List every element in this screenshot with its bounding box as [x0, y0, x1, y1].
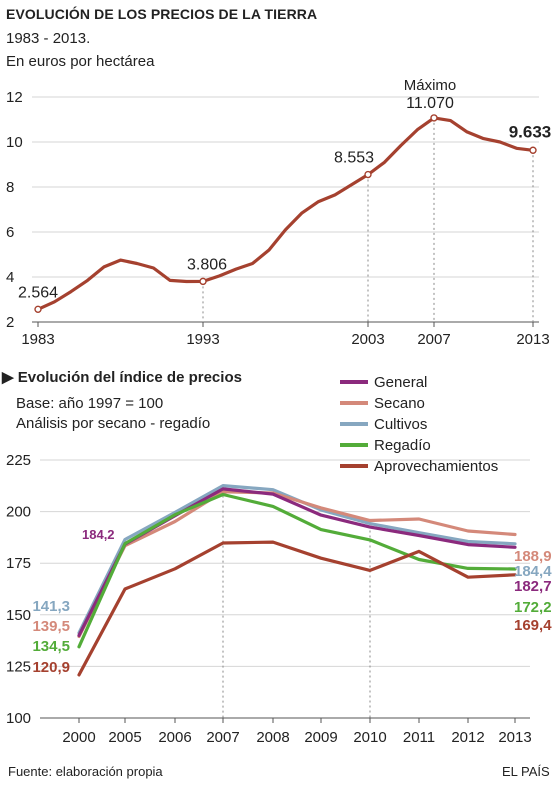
index-chart-title-text: Evolución del índice de precios — [17, 369, 242, 386]
y-tick-label: 10 — [6, 134, 23, 151]
y-tick-label: 12 — [6, 89, 23, 106]
x-tick-label: 1983 — [21, 331, 54, 348]
legend-label: Regadío — [374, 437, 431, 454]
data-label: 11.070 — [406, 95, 454, 112]
end-value-label: 169,4 — [514, 617, 552, 634]
series-line-regadío — [77, 492, 517, 649]
y-tick-label: 225 — [6, 452, 31, 469]
y-tick-label: 175 — [6, 555, 31, 572]
y-tick-label: 100 — [6, 710, 31, 727]
x-tick-label: 2006 — [158, 729, 191, 746]
source-note: Fuente: elaboración propia — [8, 764, 163, 779]
start-value-label: 141,3 — [32, 598, 70, 615]
data-label: 2.564 — [18, 284, 58, 301]
end-value-label: 188,9 — [514, 548, 552, 565]
price-line — [36, 116, 535, 311]
start-value-label: 139,5 — [32, 618, 70, 635]
y-tick-label: 150 — [6, 607, 31, 624]
end-value-label: 184,4 — [514, 563, 552, 580]
x-tick-label: 2011 — [403, 729, 435, 746]
x-tick-label: 1993 — [186, 331, 219, 348]
legend-label: Aprovechamientos — [374, 458, 498, 475]
y-tick-label: 6 — [6, 224, 14, 241]
series-line-secano — [77, 490, 517, 639]
data-point — [199, 277, 207, 286]
y-tick-label: 8 — [6, 179, 14, 196]
data-point — [430, 114, 438, 122]
x-tick-label: 2013 — [516, 331, 549, 348]
y-tick-label: 200 — [6, 504, 31, 521]
data-point — [364, 170, 372, 179]
index-analysis-note: Análisis por secano - regadío — [16, 415, 211, 432]
start-value-label: 120,9 — [32, 659, 70, 676]
series-line-cultivos — [77, 484, 517, 635]
series-line-aprovechamientos — [77, 540, 517, 677]
index-base-note: Base: año 1997 = 100 — [16, 395, 164, 412]
x-tick-label: 2009 — [304, 729, 337, 746]
x-tick-label: 2010 — [353, 729, 386, 746]
y-tick-label: 4 — [6, 269, 14, 286]
y-tick-label: 2 — [6, 314, 14, 331]
y-tick-label: 125 — [6, 658, 31, 675]
x-tick-label: 2007 — [206, 729, 239, 746]
x-tick-label: 2003 — [351, 331, 384, 348]
data-point — [529, 146, 537, 154]
price-chart: 2 4 6 8 10 12 1983 1993 2003 2007 2013 2.564 3.806 8.… — [6, 77, 551, 348]
data-label: 3.806 — [187, 256, 227, 273]
data-label: 8.553 — [334, 150, 374, 167]
data-label: 184,2 — [82, 527, 115, 542]
index-chart: 100 125 150 175 200 225 2000 2005 2006 2007 2008 20… — [6, 374, 552, 746]
chart-period: 1983 - 2013. — [6, 30, 91, 47]
x-tick-label: 2007 — [417, 331, 450, 348]
end-value-label: 172,2 — [514, 599, 552, 616]
legend-label: Secano — [374, 395, 425, 412]
brand-logo: EL PAÍS — [502, 764, 550, 779]
x-tick-label: 2008 — [256, 729, 289, 746]
x-tick-label: 2012 — [451, 729, 484, 746]
legend-label: General — [374, 374, 427, 391]
data-point — [34, 305, 42, 314]
end-value-label: 182,7 — [514, 578, 552, 595]
legend-label: Cultivos — [374, 416, 427, 433]
x-tick-label: 2013 — [498, 729, 531, 746]
data-label: 9.633 — [509, 122, 552, 141]
index-chart-title: ▶ Evolución del índice de precios — [2, 368, 242, 386]
chart-title: EVOLUCIÓN DE LOS PRECIOS DE LA TIERRA — [6, 6, 318, 22]
x-tick-label: 2005 — [108, 729, 141, 746]
annotation-label: Máximo — [404, 77, 457, 94]
series-line-general — [77, 487, 517, 637]
chart-unit: En euros por hectárea — [6, 53, 155, 70]
x-tick-label: 2000 — [62, 729, 95, 746]
triangle-bullet-icon: ▶ — [2, 369, 14, 386]
start-value-label: 134,5 — [32, 638, 70, 655]
